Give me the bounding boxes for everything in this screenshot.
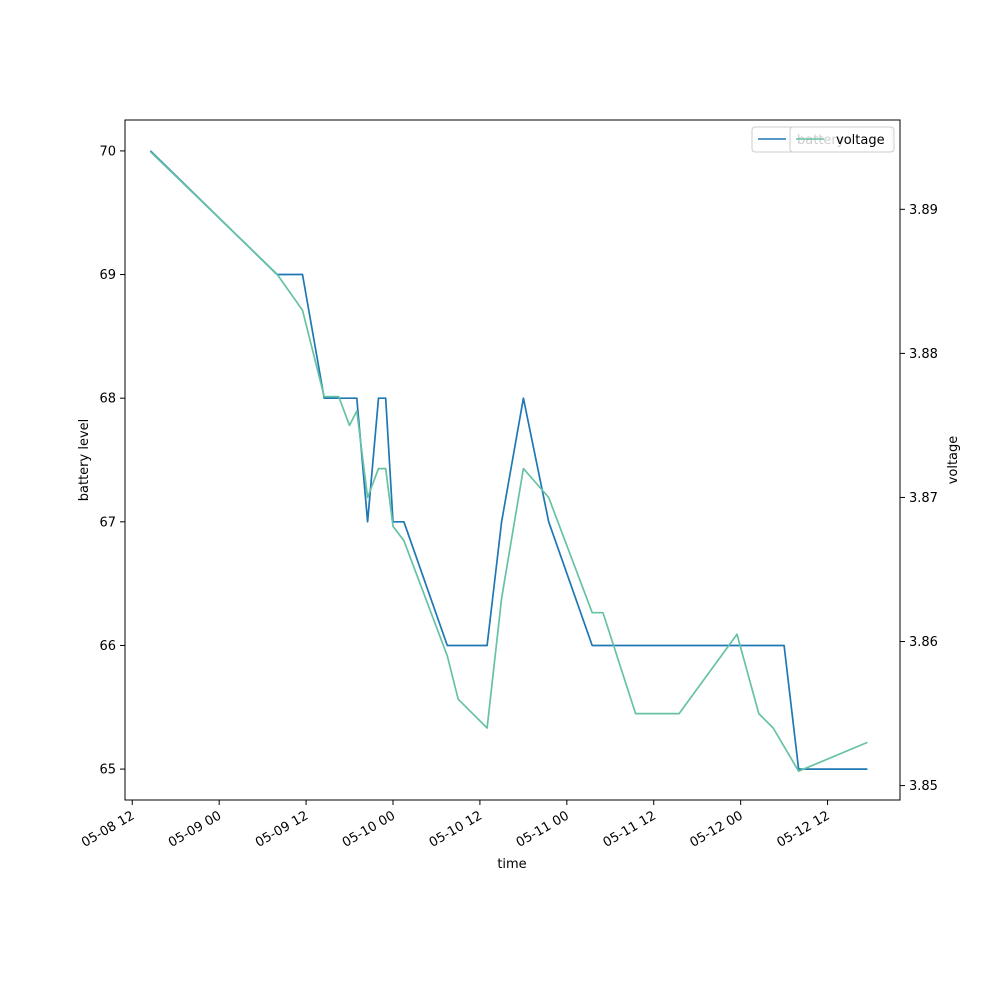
y-left-tick-label: 70 [99,144,116,159]
y-axis-right-label: voltage [946,436,961,485]
y-right-tick-label: 3.87 [909,491,938,506]
y-axis-left: 65 66 67 68 69 70 [99,144,125,778]
y-right-tick-label: 3.85 [909,779,938,794]
legend-voltage: voltage [789,126,895,153]
plot-lines [149,150,868,773]
y-left-tick-label: 66 [99,639,116,654]
y-right-tick-label: 3.86 [909,635,938,650]
legend-voltage-label: voltage [836,133,885,148]
y-axis-right: 3.85 3.86 3.87 3.88 3.89 [900,203,938,794]
y-right-tick-label: 3.89 [909,203,938,218]
y-left-tick-label: 68 [99,392,116,407]
y-left-tick-label: 67 [99,515,116,530]
series-line-voltage [149,151,868,773]
y-left-tick-label: 69 [99,268,116,283]
plot-frame [124,119,901,801]
y-left-tick-label: 65 [99,763,116,778]
series-line-battery [149,150,868,770]
y-axis-left-label: battery level [77,419,92,502]
legend-voltage-box [789,126,895,153]
x-axis-label: time [497,857,526,872]
y-right-tick-label: 3.88 [909,347,938,362]
